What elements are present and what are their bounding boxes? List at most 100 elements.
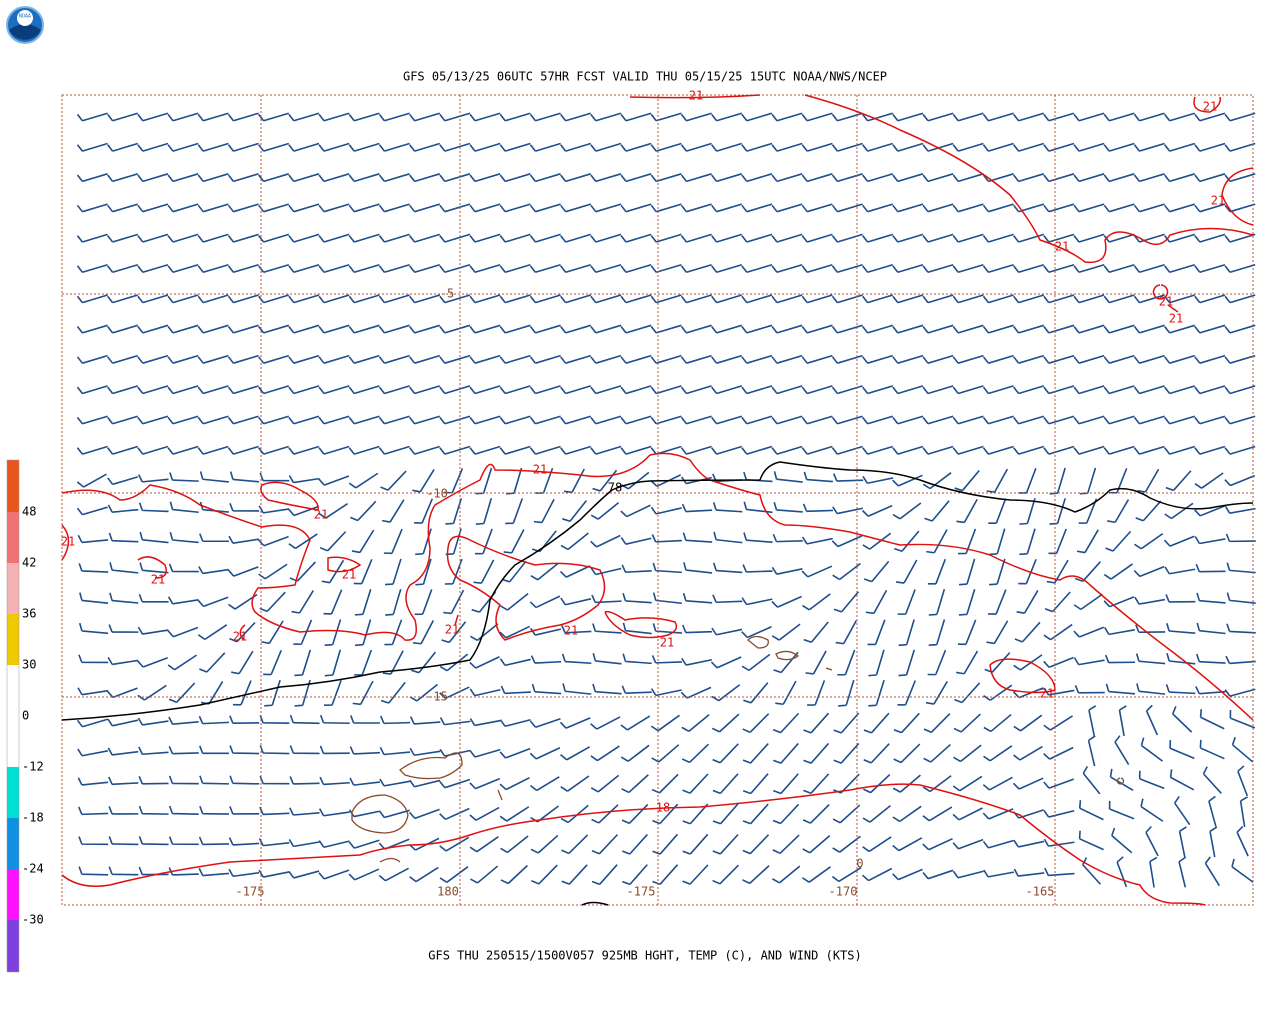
wind-barb	[838, 679, 855, 707]
wind-barb	[318, 415, 350, 425]
wind-barb	[592, 623, 622, 634]
wind-barb	[683, 562, 713, 574]
wind-barb	[1169, 740, 1195, 760]
wind-barb	[559, 717, 591, 729]
wind-barb	[892, 233, 924, 243]
wind-barb	[711, 627, 743, 636]
wind-barb	[348, 415, 380, 425]
wind-barb	[259, 472, 290, 482]
wind-barb	[1164, 415, 1196, 425]
wind-barb	[348, 142, 380, 152]
wind-barb	[894, 530, 920, 553]
wind-barb	[1178, 826, 1187, 858]
wind-barb	[590, 716, 621, 730]
wind-barb	[680, 112, 712, 122]
wind-barb	[1133, 173, 1165, 183]
wind-barb	[1018, 468, 1037, 494]
wind-barb	[499, 173, 531, 183]
wind-barb	[862, 112, 894, 122]
wind-barb	[742, 834, 770, 855]
wind-barb	[622, 653, 652, 665]
wind-barb	[1073, 415, 1105, 425]
wind-barb	[228, 868, 260, 878]
colorbar-swatch	[7, 869, 19, 920]
wind-barb	[167, 112, 199, 122]
wind-barb	[742, 713, 770, 734]
wind-barb	[78, 622, 109, 635]
wind-barb	[378, 263, 410, 274]
wind-barb	[620, 715, 651, 731]
wind-barb	[378, 142, 410, 152]
wind-barb	[711, 354, 743, 364]
wind-barb	[348, 868, 380, 881]
wind-barb	[833, 742, 860, 764]
wind-barb	[771, 294, 803, 304]
wind-barb	[682, 532, 713, 543]
wind-barb	[137, 263, 169, 274]
wind-barb	[529, 776, 560, 792]
wind-barb	[1224, 203, 1256, 213]
wind-barb	[952, 385, 984, 395]
wind-barb	[227, 112, 259, 122]
wind-barb	[1103, 173, 1135, 183]
wind-barb	[622, 864, 648, 886]
wind-barb	[922, 806, 953, 822]
wind-barb	[741, 142, 773, 152]
wind-barb	[107, 324, 139, 334]
wind-barb	[167, 263, 199, 274]
wind-barb	[801, 354, 833, 364]
wind-barb	[378, 233, 410, 243]
wind-barb	[712, 773, 739, 795]
wind-barb	[983, 684, 1013, 701]
wind-barb	[1164, 324, 1196, 334]
wind-barb	[1209, 826, 1218, 858]
wind-barb	[288, 112, 320, 122]
wind-barb	[952, 173, 984, 183]
wind-barb	[831, 354, 863, 364]
wind-barb	[228, 535, 260, 544]
wind-barb	[1073, 173, 1105, 183]
wind-barb	[411, 651, 437, 674]
wind-barb	[107, 233, 139, 243]
wind-barb	[197, 415, 229, 425]
wind-barb	[832, 562, 861, 581]
wind-barb	[291, 590, 314, 614]
wind-barb	[892, 474, 923, 487]
wind-barb	[439, 866, 469, 883]
wind-barb	[445, 498, 463, 525]
wind-barb	[529, 718, 561, 728]
wind-barb	[108, 836, 139, 846]
wind-barb	[469, 445, 501, 455]
wind-barb	[831, 385, 863, 395]
wind-barb	[801, 294, 833, 304]
wind-barb	[1133, 354, 1165, 364]
wind-barb	[1166, 652, 1196, 665]
contour	[446, 535, 678, 641]
wind-barb	[801, 233, 833, 243]
wind-barb	[682, 592, 713, 604]
wind-barb	[620, 445, 652, 455]
wind-barb	[958, 558, 976, 586]
wind-barb	[621, 803, 649, 825]
wind-barb	[1237, 765, 1249, 797]
island	[379, 667, 1125, 863]
wind-barb	[650, 506, 682, 515]
wind-barb	[76, 173, 108, 183]
colorbar-swatch	[7, 563, 19, 614]
wind-barb	[1012, 809, 1044, 819]
wind-barb	[741, 597, 773, 606]
wind-barb	[469, 203, 501, 213]
wind-barb	[1087, 735, 1096, 767]
wind-barb	[353, 559, 373, 585]
wind-barb	[79, 592, 109, 604]
wind-barb	[530, 627, 561, 636]
colorbar-label: 30	[22, 658, 36, 672]
wind-barb	[1224, 233, 1256, 243]
wind-barb	[107, 173, 139, 183]
wind-barb	[1133, 142, 1165, 152]
wind-barb	[197, 624, 228, 641]
wind-barb	[958, 588, 976, 616]
wind-barb	[1043, 294, 1075, 304]
wind-barb	[922, 294, 954, 304]
